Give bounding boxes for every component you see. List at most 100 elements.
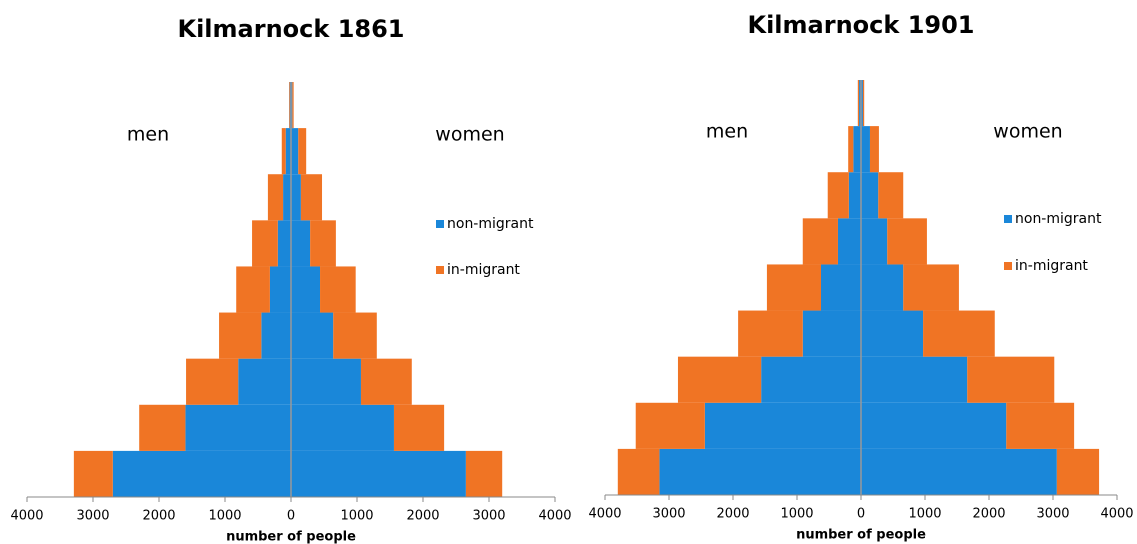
x-tick-label: 2000 — [716, 507, 749, 522]
legend-swatch — [1004, 262, 1012, 270]
bar-women — [861, 218, 888, 265]
bar-women — [861, 126, 870, 173]
chart-title: Kilmarnock 1861 — [177, 15, 404, 43]
right-label: women — [993, 121, 1062, 143]
x-tick-label: 3000 — [1036, 507, 1069, 522]
x-tick-label: 1000 — [208, 509, 241, 524]
legend-swatch — [1004, 215, 1012, 223]
legend-swatch — [436, 266, 444, 274]
bar-women — [300, 174, 323, 221]
bar-men — [261, 312, 291, 359]
bar-men — [821, 264, 861, 311]
bar-women — [465, 450, 503, 497]
bar-women — [310, 220, 336, 267]
bar-men — [848, 126, 854, 173]
bar-women — [291, 358, 361, 405]
bar-men — [73, 450, 113, 497]
bar-men — [283, 174, 291, 221]
x-axis-title: number of people — [226, 530, 356, 544]
bar-women — [861, 402, 1007, 449]
bar-women — [291, 312, 334, 359]
bar-women — [861, 310, 924, 357]
bar-women — [291, 266, 321, 313]
x-tick-label: 2000 — [406, 509, 439, 524]
x-tick-label: 3000 — [652, 507, 685, 522]
bar-men — [236, 266, 270, 313]
bar-men — [827, 172, 849, 219]
bar-men — [738, 310, 803, 357]
bar-men — [659, 448, 861, 495]
bar-men — [802, 310, 861, 357]
bar-women — [360, 358, 412, 405]
bar-men — [219, 312, 262, 359]
x-tick-label: 1000 — [340, 509, 373, 524]
bar-women — [903, 264, 959, 311]
bar-women — [320, 266, 356, 313]
bar-women — [291, 220, 311, 267]
bar-women — [862, 80, 865, 127]
bar-men — [635, 402, 705, 449]
bar-women — [878, 172, 904, 219]
x-tick-label: 1000 — [780, 507, 813, 522]
legend-swatch — [436, 220, 444, 228]
bar-men — [269, 266, 291, 313]
bar-women — [298, 128, 307, 175]
bar-men — [112, 450, 291, 497]
x-tick-label: 0 — [857, 507, 865, 522]
bar-men — [281, 128, 286, 175]
bar-women — [1006, 402, 1075, 449]
bar-men — [853, 126, 861, 173]
x-tick-label: 4000 — [538, 509, 571, 524]
bar-women — [861, 172, 879, 219]
x-tick-label: 4000 — [10, 509, 43, 524]
x-tick-label: 0 — [287, 509, 295, 524]
bar-men — [285, 128, 291, 175]
bar-women — [1056, 448, 1100, 495]
x-axis-title: number of people — [796, 528, 926, 543]
bar-men — [761, 356, 861, 403]
left-label: men — [127, 124, 169, 146]
bar-men — [848, 172, 861, 219]
legend-label: in-migrant — [447, 262, 520, 278]
left-label: men — [706, 121, 748, 143]
bar-men — [186, 358, 239, 405]
bar-women — [291, 174, 301, 221]
legend-label: non-migrant — [1015, 211, 1102, 227]
bar-men — [766, 264, 821, 311]
chart-title: Kilmarnock 1901 — [747, 11, 974, 39]
bar-men — [139, 404, 186, 451]
bar-men — [277, 220, 291, 267]
bar-women — [291, 128, 299, 175]
bar-women — [861, 356, 968, 403]
x-tick-label: 2000 — [142, 509, 175, 524]
bar-men — [252, 220, 278, 267]
bar-men — [857, 80, 860, 127]
x-tick-label: 1000 — [908, 507, 941, 522]
x-tick-label: 3000 — [472, 509, 505, 524]
bar-men — [185, 404, 291, 451]
legend-label: non-migrant — [447, 216, 534, 232]
legend-label: in-migrant — [1015, 258, 1088, 274]
bar-men — [267, 174, 284, 221]
bar-women — [292, 82, 294, 129]
bar-women — [861, 80, 863, 127]
bar-women — [923, 310, 995, 357]
bar-women — [291, 404, 394, 451]
bar-men — [289, 82, 290, 129]
bar-women — [861, 264, 904, 311]
bar-men — [802, 218, 838, 265]
bar-women — [291, 450, 466, 497]
bar-women — [393, 404, 445, 451]
bar-women — [887, 218, 927, 265]
bar-women — [333, 312, 377, 359]
bar-women — [967, 356, 1055, 403]
x-tick-label: 3000 — [76, 509, 109, 524]
bar-women — [869, 126, 879, 173]
x-tick-label: 4000 — [1100, 507, 1133, 522]
bar-women — [861, 448, 1057, 495]
bar-men — [677, 356, 762, 403]
x-tick-label: 2000 — [972, 507, 1005, 522]
bar-men — [704, 402, 861, 449]
